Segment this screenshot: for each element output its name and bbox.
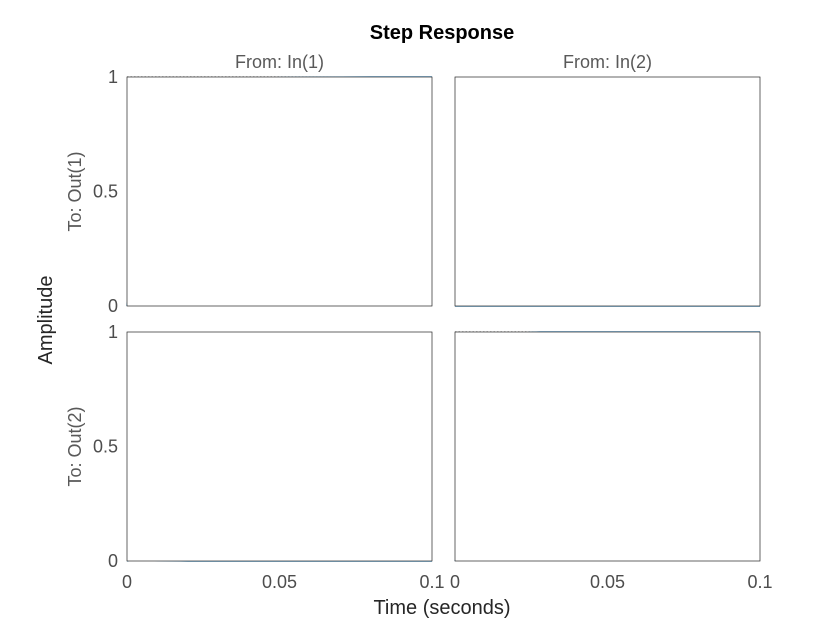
subplot-out1-in2: From: In(2)	[454, 52, 761, 307]
y-tick-label: 1	[108, 67, 118, 87]
y-tick-label: 0.5	[93, 437, 118, 457]
x-tick-label: 0	[450, 572, 460, 592]
y-axis-label: Amplitude	[35, 276, 57, 365]
plot-frame	[126, 76, 433, 307]
x-tick-label: 0.05	[262, 572, 297, 592]
output-label: To: Out(2)	[65, 406, 85, 486]
input-label: From: In(1)	[235, 52, 324, 72]
subplot-out2-in2: 0 0.05 0.1	[450, 331, 773, 592]
plot-frame	[454, 331, 761, 562]
output-label: To: Out(1)	[65, 151, 85, 231]
x-tick-label: 0.1	[747, 572, 772, 592]
y-tick-label: 0	[108, 296, 118, 316]
subplot-out2-in1: 0 0.5 1 0 0.05 0.1 To: Out(2)	[65, 322, 445, 592]
x-tick-label: 0	[122, 572, 132, 592]
chart-title: Step Response	[370, 22, 514, 44]
y-tick-label: 0	[108, 551, 118, 571]
x-tick-label: 0.1	[419, 572, 444, 592]
x-tick-label: 0.05	[590, 572, 625, 592]
subplot-out1-in1: 0 0.5 1 From: In(1) To: Out(1)	[65, 52, 433, 316]
plot-frame	[454, 76, 761, 307]
plot-frame	[126, 331, 433, 562]
y-tick-label: 1	[108, 322, 118, 342]
y-tick-label: 0.5	[93, 182, 118, 202]
x-axis-label: Time (seconds)	[373, 597, 510, 619]
input-label: From: In(2)	[563, 52, 652, 72]
subplot-grid: 0 0.5 1 From: In(1) To: Out(1) From: In(2) 0 0.…	[65, 52, 773, 592]
